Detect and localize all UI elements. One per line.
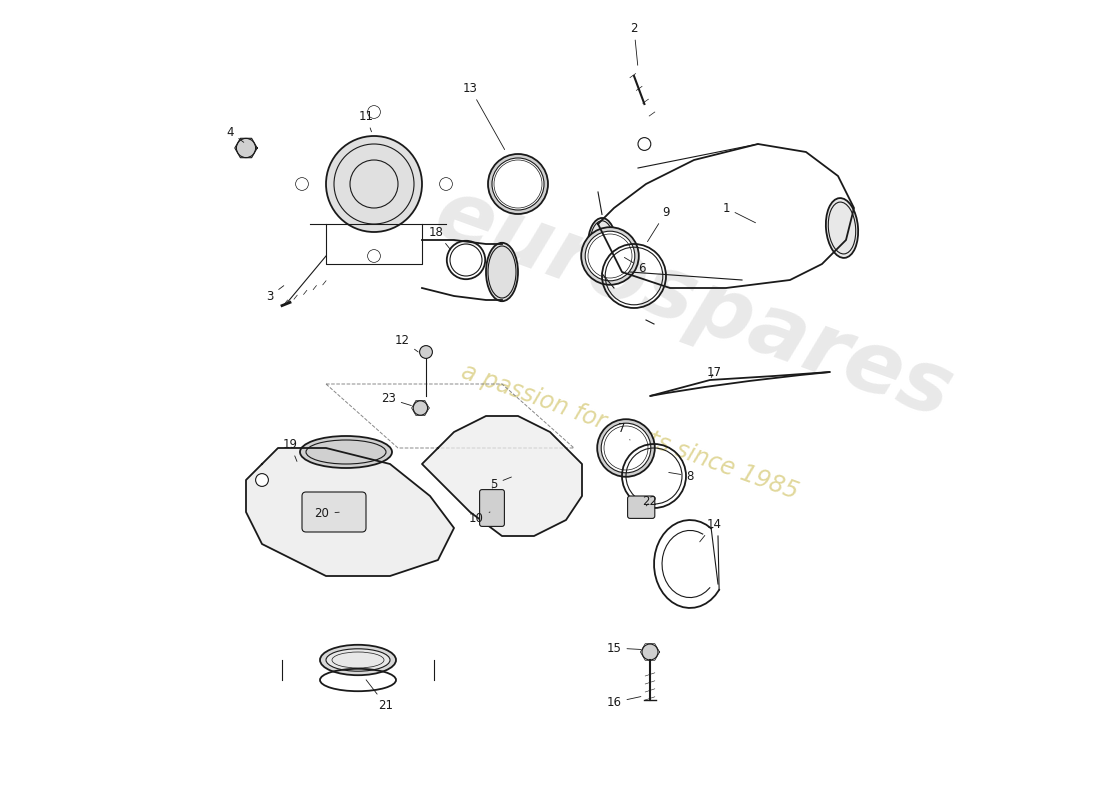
Ellipse shape <box>326 136 422 232</box>
Text: 2: 2 <box>630 22 638 66</box>
Circle shape <box>255 474 268 486</box>
Text: eurospares: eurospares <box>424 172 964 436</box>
Text: 10: 10 <box>469 512 490 525</box>
Ellipse shape <box>581 227 639 285</box>
Circle shape <box>419 346 432 358</box>
Text: 13: 13 <box>463 82 505 150</box>
Text: 9: 9 <box>648 206 670 242</box>
Text: 12: 12 <box>395 334 418 352</box>
Polygon shape <box>422 416 582 536</box>
Circle shape <box>642 644 658 660</box>
Ellipse shape <box>492 158 544 210</box>
Ellipse shape <box>597 419 654 477</box>
Text: 3: 3 <box>266 286 284 302</box>
Text: 6: 6 <box>625 258 646 274</box>
Text: 15: 15 <box>606 642 641 654</box>
Circle shape <box>367 250 381 262</box>
Ellipse shape <box>300 436 392 468</box>
Text: 17: 17 <box>706 366 722 378</box>
FancyBboxPatch shape <box>480 490 505 526</box>
Ellipse shape <box>320 645 396 675</box>
Ellipse shape <box>602 423 651 473</box>
Circle shape <box>414 401 428 415</box>
Ellipse shape <box>326 649 390 671</box>
Text: 21: 21 <box>366 680 394 712</box>
Ellipse shape <box>826 198 858 258</box>
FancyBboxPatch shape <box>302 492 366 532</box>
Circle shape <box>638 138 651 150</box>
Text: 23: 23 <box>381 392 411 406</box>
Text: 16: 16 <box>606 696 641 709</box>
Ellipse shape <box>588 218 616 270</box>
Ellipse shape <box>488 154 548 214</box>
Polygon shape <box>246 448 454 576</box>
Text: 8: 8 <box>669 470 694 482</box>
Text: 11: 11 <box>359 110 374 132</box>
Text: 4: 4 <box>227 126 244 142</box>
Ellipse shape <box>585 231 635 281</box>
Text: 7: 7 <box>618 422 630 440</box>
Circle shape <box>296 178 308 190</box>
Circle shape <box>440 178 452 190</box>
Text: 19: 19 <box>283 438 297 462</box>
Circle shape <box>367 106 381 118</box>
Text: 5: 5 <box>491 477 512 490</box>
Text: a passion for parts since 1985: a passion for parts since 1985 <box>459 360 802 504</box>
Text: 18: 18 <box>429 226 451 250</box>
Ellipse shape <box>486 242 518 302</box>
Text: 14: 14 <box>700 518 722 542</box>
Text: 20: 20 <box>315 507 339 520</box>
FancyBboxPatch shape <box>628 496 654 518</box>
Text: 22: 22 <box>642 495 658 508</box>
Text: 1: 1 <box>723 202 756 222</box>
Circle shape <box>236 138 255 158</box>
